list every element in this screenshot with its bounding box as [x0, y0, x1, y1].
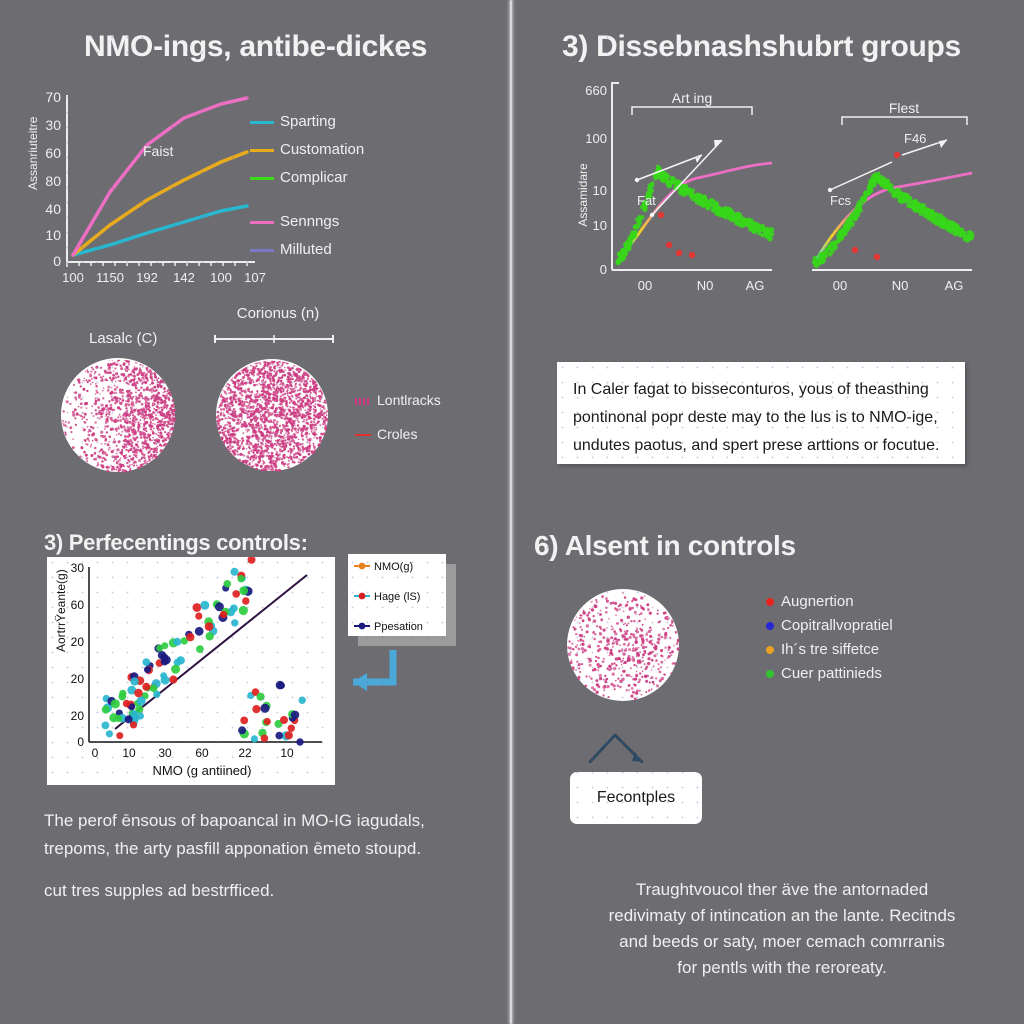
svg-text:80: 80 — [45, 173, 61, 189]
svg-text:192: 192 — [136, 270, 158, 285]
svg-text:Assamidare: Assamidare — [576, 163, 590, 227]
svg-text:1150: 1150 — [96, 270, 124, 285]
svg-text:40: 40 — [45, 201, 61, 217]
svg-text:10: 10 — [122, 746, 136, 760]
svg-text:30: 30 — [45, 117, 61, 133]
svg-text:Hage (lS): Hage (lS) — [374, 591, 420, 603]
svg-text:00: 00 — [638, 278, 652, 293]
svg-text:10: 10 — [593, 183, 607, 198]
svg-text:Fat: Fat — [637, 193, 656, 208]
svg-text:142: 142 — [173, 270, 195, 285]
svg-text:70: 70 — [45, 90, 61, 105]
svg-text:Faist: Faist — [143, 143, 173, 159]
svg-text:100: 100 — [210, 270, 232, 285]
svg-text:100: 100 — [585, 131, 607, 146]
svg-text:10: 10 — [45, 227, 61, 243]
svg-text:Art ing: Art ing — [672, 90, 712, 106]
svg-text:60: 60 — [71, 598, 85, 612]
svg-text:107: 107 — [244, 270, 266, 285]
svg-text:Fcs: Fcs — [830, 193, 851, 208]
svg-text:Assanriuteitre: Assanriuteitre — [26, 116, 40, 190]
svg-text:22: 22 — [238, 746, 252, 760]
svg-text:30: 30 — [158, 746, 172, 760]
svg-text:60: 60 — [195, 746, 209, 760]
svg-text:660: 660 — [585, 83, 607, 98]
svg-text:Flest: Flest — [889, 100, 919, 116]
svg-text:20: 20 — [71, 635, 85, 649]
svg-text:Ppesation: Ppesation — [374, 621, 423, 633]
svg-text:N0: N0 — [697, 278, 714, 293]
svg-text:20: 20 — [71, 709, 85, 723]
svg-text:NMO(g): NMO(g) — [374, 561, 413, 573]
svg-text:F46: F46 — [904, 131, 926, 146]
svg-text:100: 100 — [62, 270, 84, 285]
svg-text:30: 30 — [71, 561, 85, 575]
svg-text:0: 0 — [77, 735, 84, 749]
svg-text:N0: N0 — [892, 278, 909, 293]
svg-text:NMO (g antiined): NMO (g antiined) — [153, 763, 252, 778]
svg-text:AG: AG — [945, 278, 964, 293]
svg-text:10: 10 — [593, 218, 607, 233]
svg-text:60: 60 — [45, 145, 61, 161]
svg-text:0: 0 — [600, 262, 607, 277]
svg-text:0: 0 — [92, 746, 99, 760]
svg-text:00: 00 — [833, 278, 847, 293]
svg-text:10: 10 — [280, 746, 294, 760]
svg-text:AortrrŸeante(g): AortrrŸeante(g) — [54, 569, 68, 652]
svg-text:AG: AG — [746, 278, 765, 293]
svg-text:20: 20 — [71, 672, 85, 686]
svg-text:0: 0 — [53, 253, 61, 269]
